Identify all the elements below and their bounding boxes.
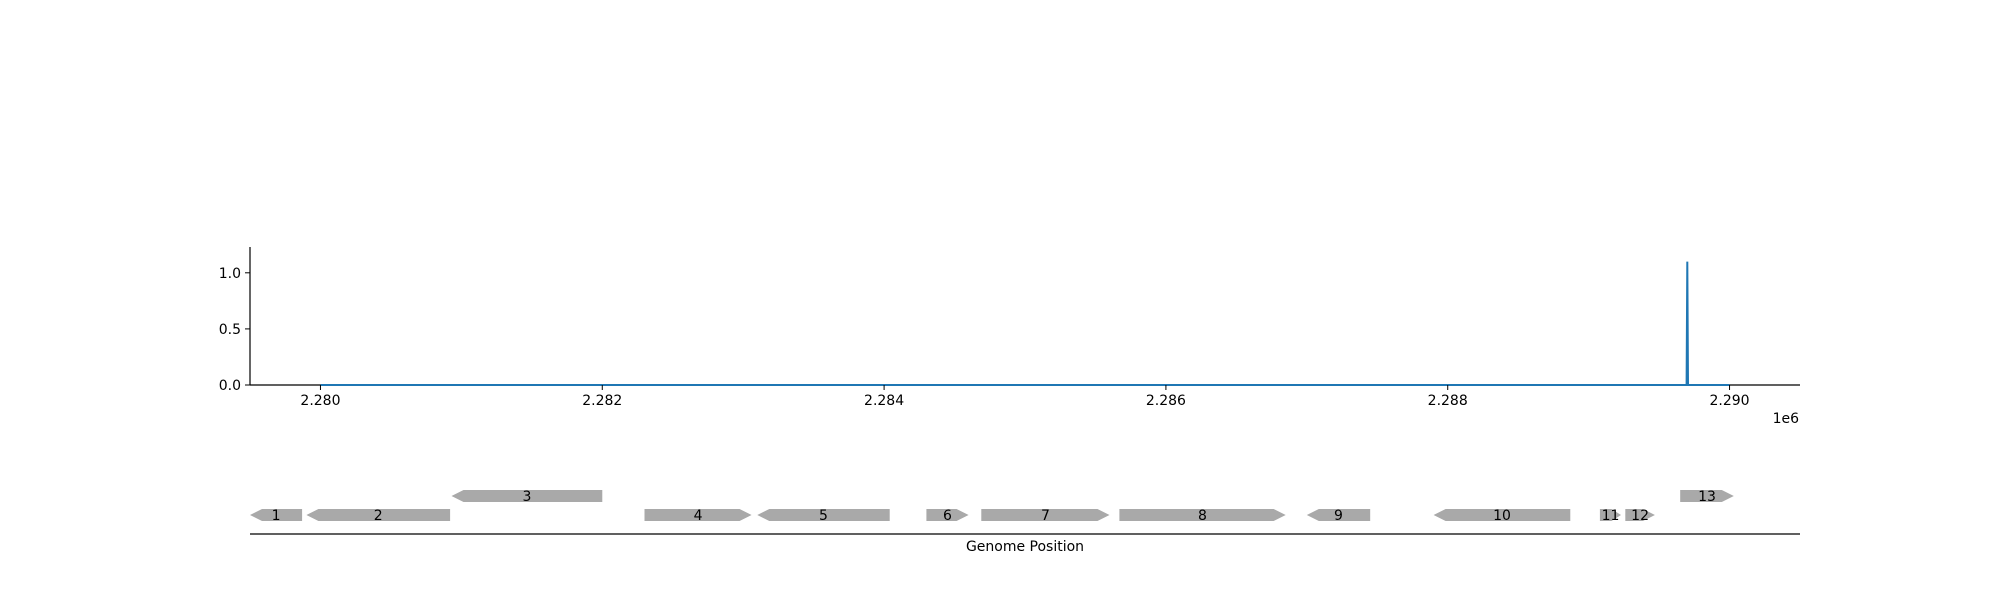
gene-2: 2 bbox=[306, 508, 451, 524]
gene-label: 1 bbox=[272, 508, 281, 524]
x-tick-label: 2.284 bbox=[864, 393, 904, 409]
gene-label: 12 bbox=[1631, 508, 1649, 524]
gene-arrow bbox=[981, 509, 1110, 521]
gene-arrow bbox=[1306, 509, 1371, 521]
gene-arrow bbox=[1625, 509, 1655, 521]
gene-label: 13 bbox=[1698, 489, 1716, 505]
gene-label: 4 bbox=[694, 508, 703, 524]
gene-arrow bbox=[1599, 509, 1621, 521]
gene-label: 9 bbox=[1334, 508, 1343, 524]
gene-10: 10 bbox=[1433, 508, 1571, 524]
x-offset-label: 1e6 bbox=[1773, 411, 1800, 427]
gene-arrow bbox=[926, 509, 969, 521]
y-tick-label: 0.5 bbox=[219, 322, 241, 338]
gene-arrow bbox=[644, 509, 752, 521]
gene-1: 1 bbox=[250, 508, 303, 524]
gene-arrow bbox=[306, 509, 451, 521]
gene-label: 5 bbox=[819, 508, 828, 524]
gene-label: 8 bbox=[1198, 508, 1207, 524]
plot-series bbox=[320, 261, 1730, 386]
gene-4: 4 bbox=[644, 508, 752, 524]
gene-label: 3 bbox=[522, 489, 531, 505]
x-axis-label: Genome Position bbox=[966, 539, 1084, 555]
gene-arrow bbox=[1433, 509, 1571, 521]
gene-label: 7 bbox=[1041, 508, 1050, 524]
plot-ticks: 2.280 2.282 2.284 2.286 2.288 2.290 0.0 0.5 1.0 bbox=[219, 266, 1750, 409]
gene-5: 5 bbox=[757, 508, 890, 524]
plot-axes bbox=[249, 247, 1800, 386]
x-tick-label: 2.286 bbox=[1146, 393, 1186, 409]
gene-arrow bbox=[1119, 509, 1286, 521]
x-tick-label: 2.288 bbox=[1428, 393, 1468, 409]
gene-arrow bbox=[451, 490, 603, 502]
gene-11: 11 bbox=[1599, 508, 1621, 524]
gene-arrow bbox=[757, 509, 890, 521]
gene-arrow bbox=[250, 509, 303, 521]
gene-9: 9 bbox=[1306, 508, 1371, 524]
x-tick-label: 2.280 bbox=[300, 393, 340, 409]
gene-label: 11 bbox=[1602, 508, 1620, 524]
gene-13: 13 bbox=[1680, 489, 1734, 505]
gene-label: 6 bbox=[943, 508, 952, 524]
x-tick-label: 2.282 bbox=[582, 393, 622, 409]
gene-arrow bbox=[1680, 490, 1734, 502]
y-tick-label: 1.0 bbox=[219, 266, 241, 282]
x-tick-label: 2.290 bbox=[1709, 393, 1749, 409]
gene-6: 6 bbox=[926, 508, 969, 524]
gene-3: 3 bbox=[451, 489, 603, 505]
coverage-line bbox=[320, 261, 1730, 386]
gene-8: 8 bbox=[1119, 508, 1286, 524]
gene-label: 10 bbox=[1493, 508, 1511, 524]
gene-12: 12 bbox=[1625, 508, 1655, 524]
gene-7: 7 bbox=[981, 508, 1110, 524]
y-tick-label: 0.0 bbox=[219, 378, 241, 394]
gene-label: 2 bbox=[374, 508, 383, 524]
